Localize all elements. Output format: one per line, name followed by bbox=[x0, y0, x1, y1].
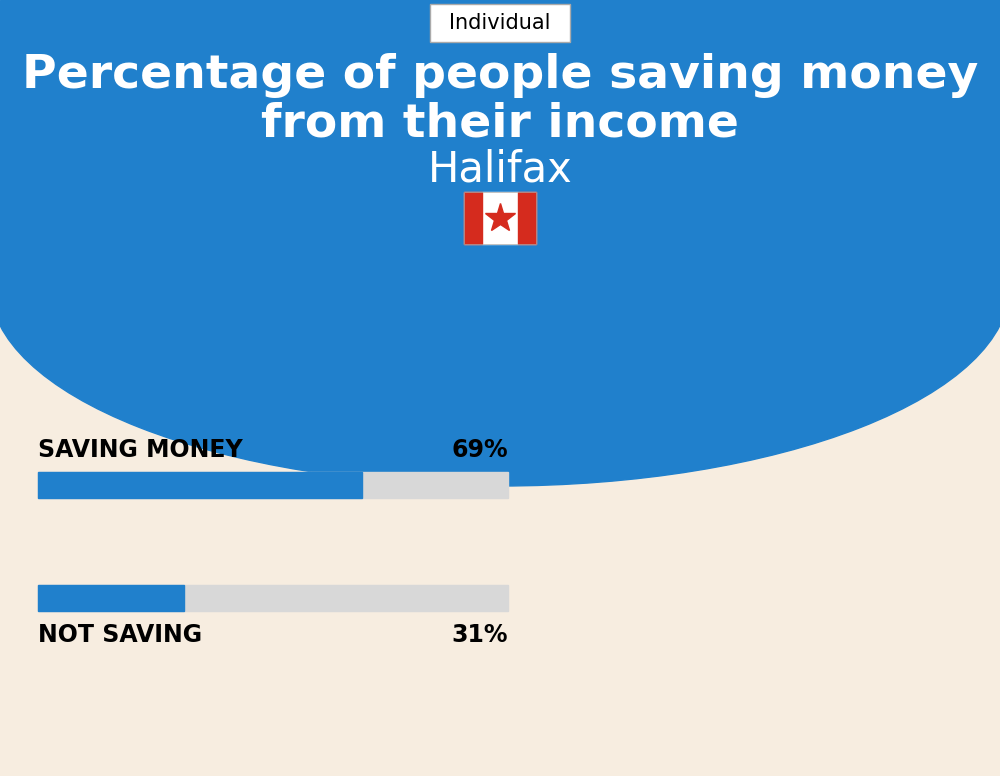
Ellipse shape bbox=[0, 86, 1000, 486]
Bar bbox=[0, 0, 1000, 286]
Text: 31%: 31% bbox=[452, 623, 508, 647]
Text: SAVING MONEY: SAVING MONEY bbox=[38, 438, 243, 462]
Bar bbox=[38, 585, 508, 611]
Text: from their income: from their income bbox=[261, 102, 739, 147]
Bar bbox=[518, 192, 536, 244]
Text: Individual: Individual bbox=[449, 13, 551, 33]
Bar bbox=[38, 585, 184, 611]
Text: 69%: 69% bbox=[451, 438, 508, 462]
Bar bbox=[464, 192, 536, 244]
Bar bbox=[38, 472, 362, 498]
Text: Halifax: Halifax bbox=[428, 149, 572, 191]
FancyBboxPatch shape bbox=[430, 4, 570, 42]
Bar bbox=[38, 472, 508, 498]
Bar bbox=[464, 192, 482, 244]
Text: Percentage of people saving money: Percentage of people saving money bbox=[22, 54, 978, 99]
Bar bbox=[464, 192, 536, 244]
Text: NOT SAVING: NOT SAVING bbox=[38, 623, 202, 647]
